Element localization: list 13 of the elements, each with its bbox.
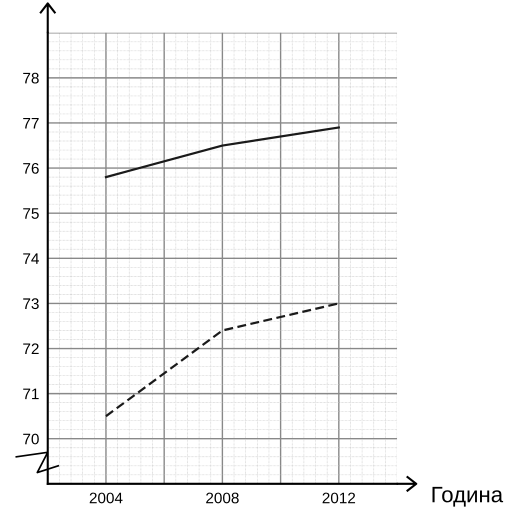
y-tick-label: 76: [23, 162, 39, 174]
y-tick-label: 75: [23, 208, 39, 219]
x-tick-label: 2004: [90, 492, 123, 504]
y-tick-label: 74: [23, 253, 39, 264]
y-tick-label: 77: [23, 118, 39, 129]
x-tick-label: 2012: [322, 492, 356, 504]
x-axis-title: Година: [432, 486, 504, 507]
y-tick-label: 73: [23, 298, 39, 310]
y-tick-label: 70: [23, 434, 39, 444]
x-tick-label: 2008: [206, 492, 239, 504]
y-tick-label: 72: [23, 343, 39, 354]
y-tick-label: 78: [23, 72, 39, 84]
y-tick-label: 71: [23, 388, 39, 400]
